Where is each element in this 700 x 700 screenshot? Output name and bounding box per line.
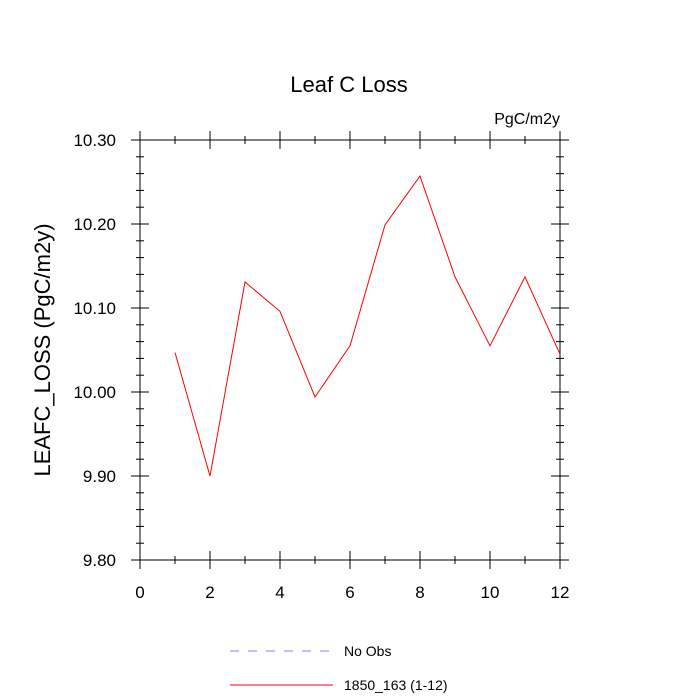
x-tick-label: 2 <box>205 583 214 602</box>
x-tick-label: 4 <box>275 583 284 602</box>
y-tick-label: 10.10 <box>73 299 116 318</box>
series-line <box>174 175 561 477</box>
legend-label: 1850_163 (1-12) <box>344 677 448 693</box>
units-label: PgC/m2y <box>494 111 560 128</box>
plot-frame <box>139 139 561 561</box>
y-tick-label: 10.20 <box>73 215 116 234</box>
legend-label: No Obs <box>344 643 391 659</box>
y-tick-label: 10.30 <box>73 131 116 150</box>
chart-title: Leaf C Loss <box>290 72 407 97</box>
x-tick-label: 8 <box>415 583 424 602</box>
y-tick-label: 10.00 <box>73 383 116 402</box>
x-tick-label: 12 <box>551 583 570 602</box>
x-tick-label: 6 <box>345 583 354 602</box>
y-tick-label: 9.90 <box>83 467 116 486</box>
y-tick-label: 9.80 <box>83 551 116 570</box>
x-tick-label: 0 <box>135 583 144 602</box>
y-axis-label: LEAFC_LOSS (PgC/m2y) <box>30 223 55 476</box>
x-tick-label: 10 <box>481 583 500 602</box>
